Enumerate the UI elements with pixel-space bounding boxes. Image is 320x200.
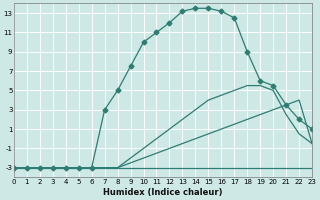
X-axis label: Humidex (Indice chaleur): Humidex (Indice chaleur) <box>103 188 223 197</box>
